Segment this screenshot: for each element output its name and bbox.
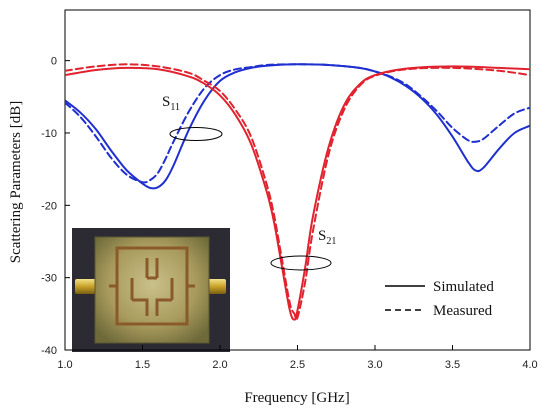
x-tick-labels: 1.0 1.5 2.0 2.5 3.0 3.5 4.0 xyxy=(57,359,537,371)
y-tick-label: 0 xyxy=(51,56,57,68)
s11-label-sub: 11 xyxy=(170,102,180,113)
y-tick-label: -30 xyxy=(41,273,57,285)
legend: Simulated Measured xyxy=(385,279,494,319)
x-tick-label: 3.0 xyxy=(367,359,382,371)
y-tick-label: -10 xyxy=(41,128,57,140)
x-tick-label: 2.5 xyxy=(290,359,305,371)
s21-label-base: S xyxy=(318,228,326,244)
y-axis-title: Scattering Parameters [dB] xyxy=(8,101,24,263)
s21-ellipse xyxy=(270,255,332,271)
s11-simulated-line xyxy=(65,63,530,190)
annotations: S11 S21 xyxy=(162,94,336,271)
s11-label: S11 xyxy=(162,94,180,113)
y-tick-label: -40 xyxy=(41,345,57,357)
x-tick-label: 1.5 xyxy=(135,359,150,371)
y-tick-labels: 0 -10 -20 -30 -40 xyxy=(41,56,57,357)
legend-label-simulated: Simulated xyxy=(433,279,494,295)
x-axis-title: Frequency [GHz] xyxy=(244,390,349,406)
x-tick-label: 2.0 xyxy=(212,359,227,371)
s21-measured-line xyxy=(65,63,530,321)
s11-measured-line xyxy=(65,63,530,184)
x-tick-label: 3.5 xyxy=(445,359,460,371)
s21-simulated-line xyxy=(65,65,530,321)
series-lines xyxy=(65,63,530,321)
y-tick-label: -20 xyxy=(41,200,57,212)
antenna-trace-inner xyxy=(109,258,195,316)
x-tick-label: 1.0 xyxy=(57,359,72,371)
legend-label-measured: Measured xyxy=(433,303,493,319)
axis-ticks xyxy=(64,60,531,351)
antenna-photo-inset xyxy=(72,228,230,352)
s21-label: S21 xyxy=(318,228,336,247)
s21-label-sub: 21 xyxy=(326,236,336,247)
pcb-board xyxy=(94,236,210,344)
x-tick-label: 4.0 xyxy=(522,359,537,371)
s11-ellipse xyxy=(169,127,223,141)
s11-label-base: S xyxy=(162,94,170,110)
